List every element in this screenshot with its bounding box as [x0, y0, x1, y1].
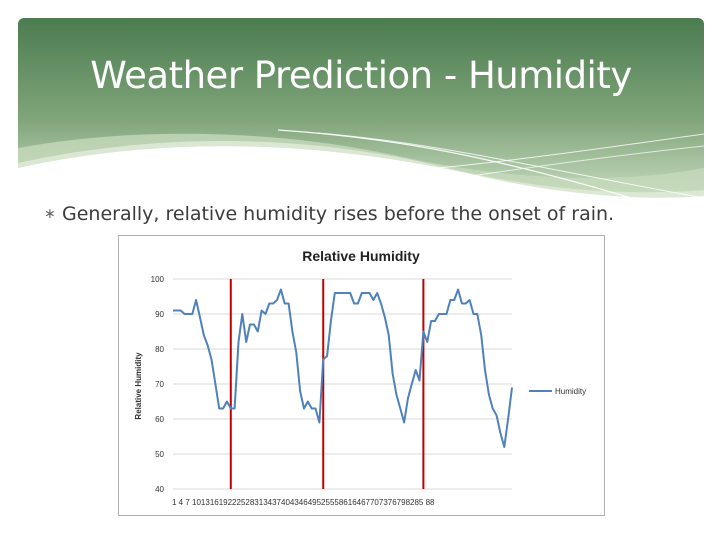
y-tick-label: 80: [155, 345, 164, 354]
x-axis-tick-labels: 1 4 7 1013161922252831343740434649525558…: [172, 498, 435, 507]
bullet-point: ∗ Generally, relative humidity rises befo…: [44, 203, 614, 225]
series-layer: [173, 288, 513, 448]
chart-canvas: Relative Humidity Relative Humidity 40 50…: [134, 248, 586, 507]
y-tick-label: 90: [155, 310, 164, 319]
y-tick-label: 70: [155, 380, 164, 389]
y-tick-label: 50: [155, 450, 164, 459]
humidity-series-line: [173, 288, 513, 448]
y-axis-ticks: 40 50 60 70 80 90 100: [151, 275, 165, 494]
rain-onset-markers: [229, 279, 425, 489]
asterisk-bullet-icon: ∗: [44, 206, 56, 222]
y-tick-label: 40: [155, 485, 164, 494]
gridlines: [173, 278, 512, 490]
slide-title: Weather Prediction - Humidity: [90, 54, 632, 97]
chart-title: Relative Humidity: [302, 248, 420, 264]
y-axis-label: Relative Humidity: [134, 352, 143, 420]
humidity-chart: Relative Humidity Relative Humidity 40 50…: [118, 235, 605, 516]
y-tick-label: 60: [155, 415, 164, 424]
banner-background: [18, 18, 704, 200]
y-tick-label: 100: [151, 275, 165, 284]
legend-label: Humidity: [555, 387, 586, 396]
bullet-text: Generally, relative humidity rises befor…: [62, 203, 615, 225]
legend: Humidity: [529, 387, 586, 396]
title-banner: [18, 18, 704, 200]
